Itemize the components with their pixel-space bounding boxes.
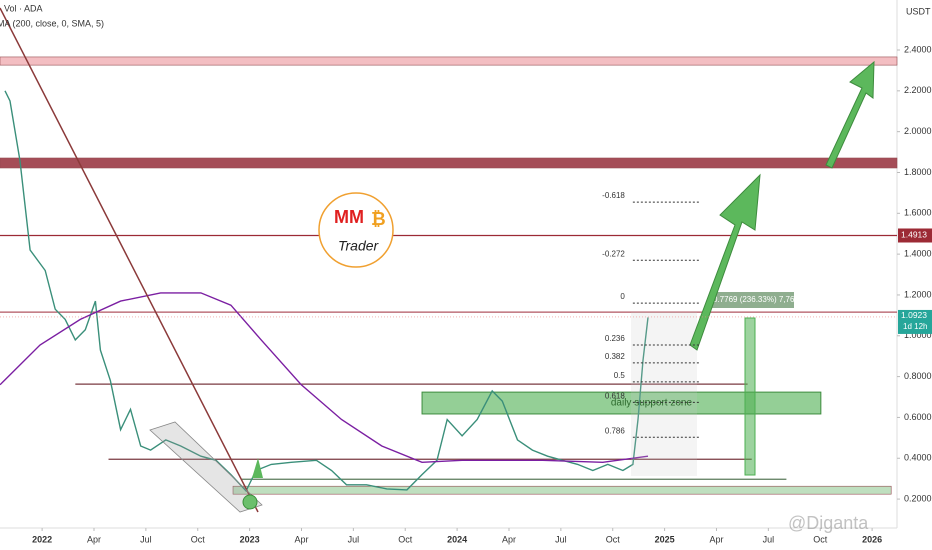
price-band [0, 157, 898, 169]
y-tick-label: 1.8000 [904, 167, 932, 177]
logo-coin: ₿ [371, 209, 386, 229]
x-tick-label: Oct [191, 534, 206, 544]
y-tick-label: 2.4000 [904, 44, 932, 54]
fib-label: 0.236 [605, 334, 626, 343]
y-tick-label: 2.2000 [904, 85, 932, 95]
bottom-marker [242, 494, 258, 510]
indicator-label: Vol · ADA [4, 3, 43, 13]
countdown-label: 1d 12h [903, 322, 927, 331]
up-arrow [689, 173, 761, 351]
logo-ring [318, 192, 394, 268]
trend-line [0, 7, 259, 513]
measure-label: 0.7769 (236.33%) 7,769 [713, 295, 799, 304]
currency-label: USDT [906, 6, 931, 16]
x-tick-label: Jul [140, 534, 152, 544]
x-tick-label: 2026 [862, 534, 882, 544]
y-tick-label: 2.0000 [904, 126, 932, 136]
fib-label: -0.618 [602, 191, 625, 200]
measure-label-box [710, 292, 794, 308]
last-price-box [898, 309, 932, 334]
x-tick-label: 2022 [32, 534, 52, 544]
support-zone-label: daily support zone [611, 398, 693, 409]
fib-zone [631, 312, 697, 476]
up-arrow-2 [825, 60, 875, 169]
fib-label: 0.618 [605, 391, 626, 400]
y-tick-label: 0.2000 [904, 493, 932, 503]
fib-label: 0.786 [605, 426, 626, 435]
watermark: @Diganta [788, 513, 869, 533]
x-tick-label: Jul [555, 534, 567, 544]
x-tick-label: Apr [502, 534, 516, 544]
fib-label: -0.272 [602, 249, 625, 258]
y-tick-label: 0.8000 [904, 371, 932, 381]
marked-price-box [898, 228, 932, 243]
x-tick-label: Apr [709, 534, 723, 544]
x-tick-label: Jul [348, 534, 360, 544]
x-tick-label: Oct [398, 534, 413, 544]
logo-mark: MM [334, 207, 364, 227]
fib-label: 0.382 [605, 352, 626, 361]
y-tick-label: 1.4000 [904, 249, 932, 259]
fib-label: 0.5 [614, 371, 626, 380]
x-tick-label: 2025 [655, 534, 675, 544]
x-tick-label: Apr [294, 534, 308, 544]
x-tick-label: Oct [606, 534, 621, 544]
marked-price-label: 1.4913 [901, 230, 927, 240]
x-tick-label: Jul [763, 534, 775, 544]
indicator-label: MA (200, close, 0, SMA, 5) [0, 18, 104, 28]
y-tick-label: 1.6000 [904, 208, 932, 218]
support-zone [421, 391, 822, 415]
fib-label: 0 [620, 292, 625, 301]
y-tick-label: 1.0000 [904, 330, 932, 340]
x-tick-label: Oct [813, 534, 828, 544]
last-price-label: 1.0923 [901, 310, 927, 320]
price-line [0, 292, 649, 464]
measure-bar [744, 317, 756, 476]
y-tick-label: 0.4000 [904, 453, 932, 463]
price-band [0, 56, 898, 66]
price-line [4, 90, 649, 493]
descending-channel [149, 421, 263, 513]
x-tick-label: 2023 [240, 534, 260, 544]
x-tick-label: Apr [87, 534, 101, 544]
x-tick-label: 2024 [447, 534, 467, 544]
y-tick-label: 0.6000 [904, 412, 932, 422]
plot-area [0, 56, 898, 495]
price-band [232, 485, 892, 495]
y-tick-label: 1.2000 [904, 289, 932, 299]
logo-name: Trader [338, 238, 380, 254]
small-arrow [252, 458, 263, 478]
